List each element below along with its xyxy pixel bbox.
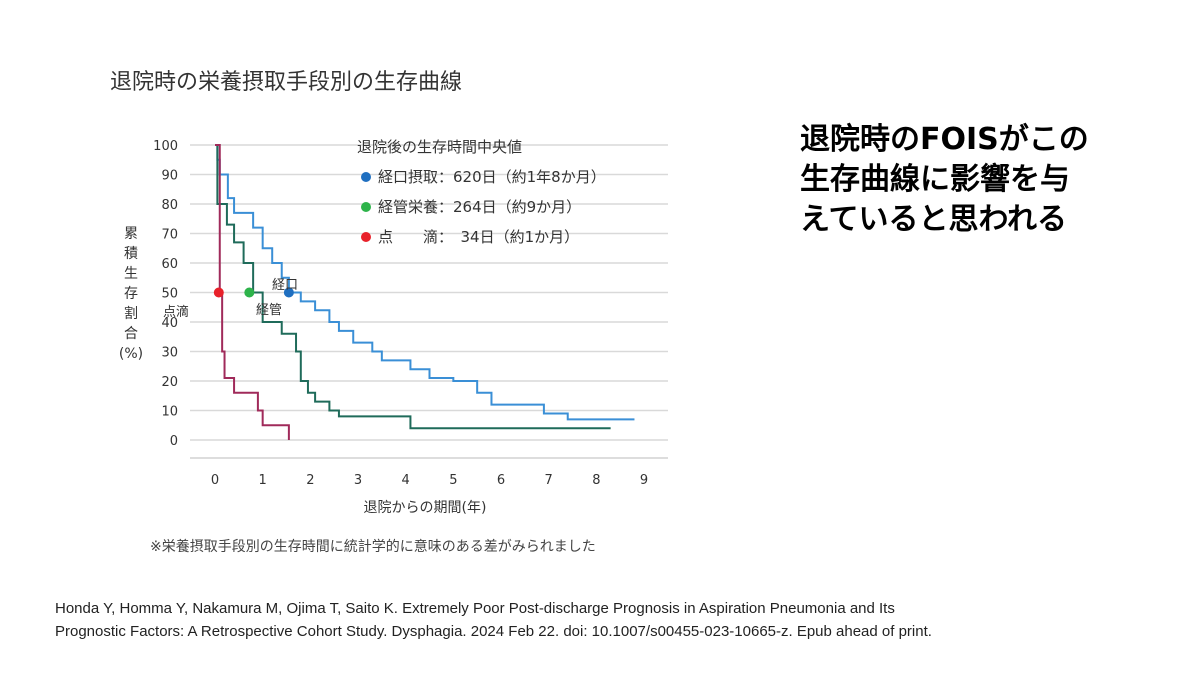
x-tick-label: 3: [354, 473, 362, 488]
y-tick-label: 70: [161, 228, 178, 243]
legend-label: 経口摂取：620日（約1年8か月）: [378, 168, 606, 186]
legend-label: 点 滴： 34日（約1か月）: [378, 228, 579, 246]
median-marker: [244, 287, 255, 298]
x-tick-label: 1: [259, 473, 267, 488]
y-tick-label: 90: [161, 169, 178, 184]
curve-label: 点滴: [163, 304, 189, 320]
y-axis-label: 積: [124, 246, 138, 262]
x-tick-label: 0: [211, 473, 219, 488]
x-axis-label: 退院からの期間(年): [364, 500, 487, 516]
y-tick-label: 0: [170, 434, 178, 449]
legend-marker: [361, 202, 371, 212]
x-tick-label: 6: [497, 473, 505, 488]
x-tick-label: 7: [545, 473, 553, 488]
x-tick-label: 9: [640, 473, 648, 488]
legend-title: 退院後の生存時間中央値: [357, 138, 522, 156]
footnote: ※栄養摂取手段別の生存時間に統計学的に意味のある差がみられました: [150, 539, 596, 555]
side-line: 生存曲線に影響を与: [800, 162, 1070, 197]
y-tick-label: 100: [153, 139, 178, 154]
x-tick-label: 2: [306, 473, 314, 488]
survival-curve-経管: [215, 144, 611, 430]
curve-label: 経口: [272, 278, 298, 293]
y-tick-label: 10: [161, 405, 178, 420]
y-tick-label: 80: [161, 198, 178, 213]
y-axis-label: 累: [124, 226, 138, 242]
citation-line: Prognostic Factors: A Retrospective Coho…: [55, 623, 932, 640]
side-line: 退院時のFOISがこの: [800, 122, 1089, 157]
median-marker: [283, 287, 294, 298]
legend-marker: [361, 172, 371, 182]
median-marker: [213, 287, 224, 298]
y-axis-label: (%): [119, 346, 143, 362]
y-tick-label: 50: [161, 287, 178, 302]
y-tick-label: 30: [161, 346, 178, 361]
legend-marker: [361, 232, 371, 242]
x-tick-label: 5: [449, 473, 457, 488]
y-axis-label: 合: [124, 326, 138, 342]
curve-label: 経管: [256, 303, 282, 318]
y-tick-label: 60: [161, 257, 178, 272]
x-tick-label: 8: [592, 473, 600, 488]
y-tick-label: 40: [161, 316, 178, 331]
slide-title: 退院時の栄養摂取手段別の生存曲線: [110, 70, 463, 95]
y-axis-label: 存: [124, 286, 138, 302]
survival-curve-経口: [215, 144, 635, 421]
citation: Honda Y, Homma Y, Nakamura M, Ojima T, S…: [55, 597, 932, 643]
x-tick-label: 4: [402, 473, 410, 488]
citation-line: Honda Y, Homma Y, Nakamura M, Ojima T, S…: [55, 600, 895, 617]
side-line: えていると思われる: [800, 202, 1067, 237]
legend-label: 経管栄養：264日（約9か月）: [378, 198, 581, 216]
side-comment: 退院時のFOISがこの 生存曲線に影響を与 えていると思われる: [800, 120, 1089, 240]
y-axis-label: 割: [124, 305, 138, 322]
y-tick-label: 20: [161, 375, 178, 390]
y-axis-label: 生: [124, 266, 138, 282]
